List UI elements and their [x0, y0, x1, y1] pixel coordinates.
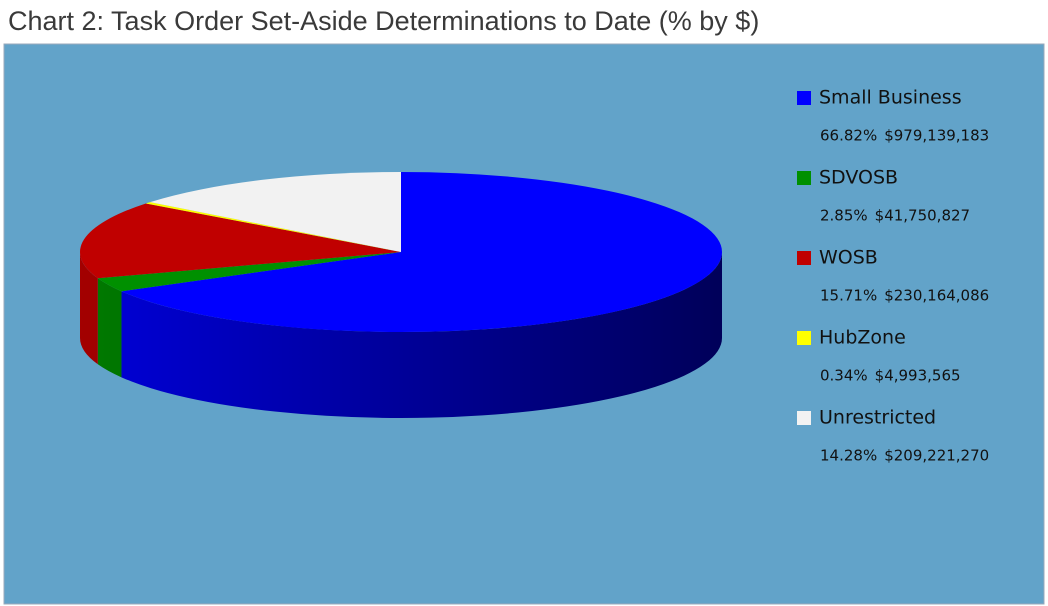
- amount-label: $41,750,827: [875, 207, 970, 225]
- value-label: 0.34%: [820, 367, 868, 385]
- amount-label: $209,221,270: [884, 447, 989, 465]
- title-bar: [0, 0, 1048, 44]
- legend-label: HubZone: [819, 327, 906, 349]
- slice: [80, 203, 401, 279]
- amount-label: $230,164,086: [884, 287, 989, 305]
- legend-swatch: [797, 331, 811, 345]
- legend-label: Small Business: [819, 87, 962, 109]
- slice: [97, 252, 402, 292]
- slice-side: [97, 278, 122, 378]
- value-label: 2.85%: [820, 207, 868, 225]
- legend: Small Business 66.82% $979,139,183 SDVOSB 2.…: [797, 87, 989, 465]
- slice: [150, 172, 401, 252]
- value-label: 14.28%: [820, 447, 877, 465]
- value-label: 15.71%: [820, 287, 877, 305]
- slice-side: [80, 252, 98, 365]
- legend-swatch: [797, 251, 811, 265]
- legend-label: SDVOSB: [819, 167, 898, 189]
- slice: [121, 172, 723, 332]
- chart-title: Chart 2: Task Order Set-Aside Determinat…: [8, 6, 759, 36]
- slice: [145, 202, 401, 252]
- amount-label: $979,139,183: [884, 127, 989, 145]
- amount-label: $4,993,565: [875, 367, 961, 385]
- pie: [80, 172, 723, 418]
- legend-swatch: [797, 171, 811, 185]
- legend-label: WOSB: [819, 247, 878, 269]
- value-label: 66.82%: [820, 127, 877, 145]
- legend-swatch: [797, 91, 811, 105]
- slice-side: [121, 252, 723, 418]
- legend-label: Unrestricted: [819, 407, 936, 429]
- legend-swatch: [797, 411, 811, 425]
